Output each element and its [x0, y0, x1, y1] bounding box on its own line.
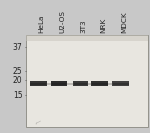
- Bar: [30, 81, 47, 86]
- Text: 25: 25: [13, 67, 22, 76]
- Bar: [26, 35, 148, 41]
- Bar: [52, 82, 66, 85]
- Text: 37: 37: [13, 43, 22, 52]
- Text: 15: 15: [13, 91, 22, 100]
- Bar: [74, 82, 87, 85]
- Text: MDCK: MDCK: [121, 12, 127, 33]
- Text: NRK: NRK: [100, 18, 106, 33]
- Bar: [112, 81, 129, 86]
- Text: U2-OS: U2-OS: [59, 10, 65, 33]
- Bar: [88, 82, 91, 85]
- Bar: [47, 82, 51, 85]
- Bar: [30, 82, 46, 85]
- Text: 3T3: 3T3: [80, 20, 86, 33]
- Bar: [108, 82, 112, 85]
- Text: HeLa: HeLa: [38, 15, 44, 33]
- Bar: [92, 82, 108, 85]
- Text: 20: 20: [13, 76, 22, 85]
- Bar: [113, 82, 129, 85]
- Bar: [51, 81, 67, 86]
- Bar: [26, 35, 148, 127]
- Bar: [67, 82, 73, 85]
- Bar: [91, 81, 108, 86]
- Bar: [73, 81, 88, 86]
